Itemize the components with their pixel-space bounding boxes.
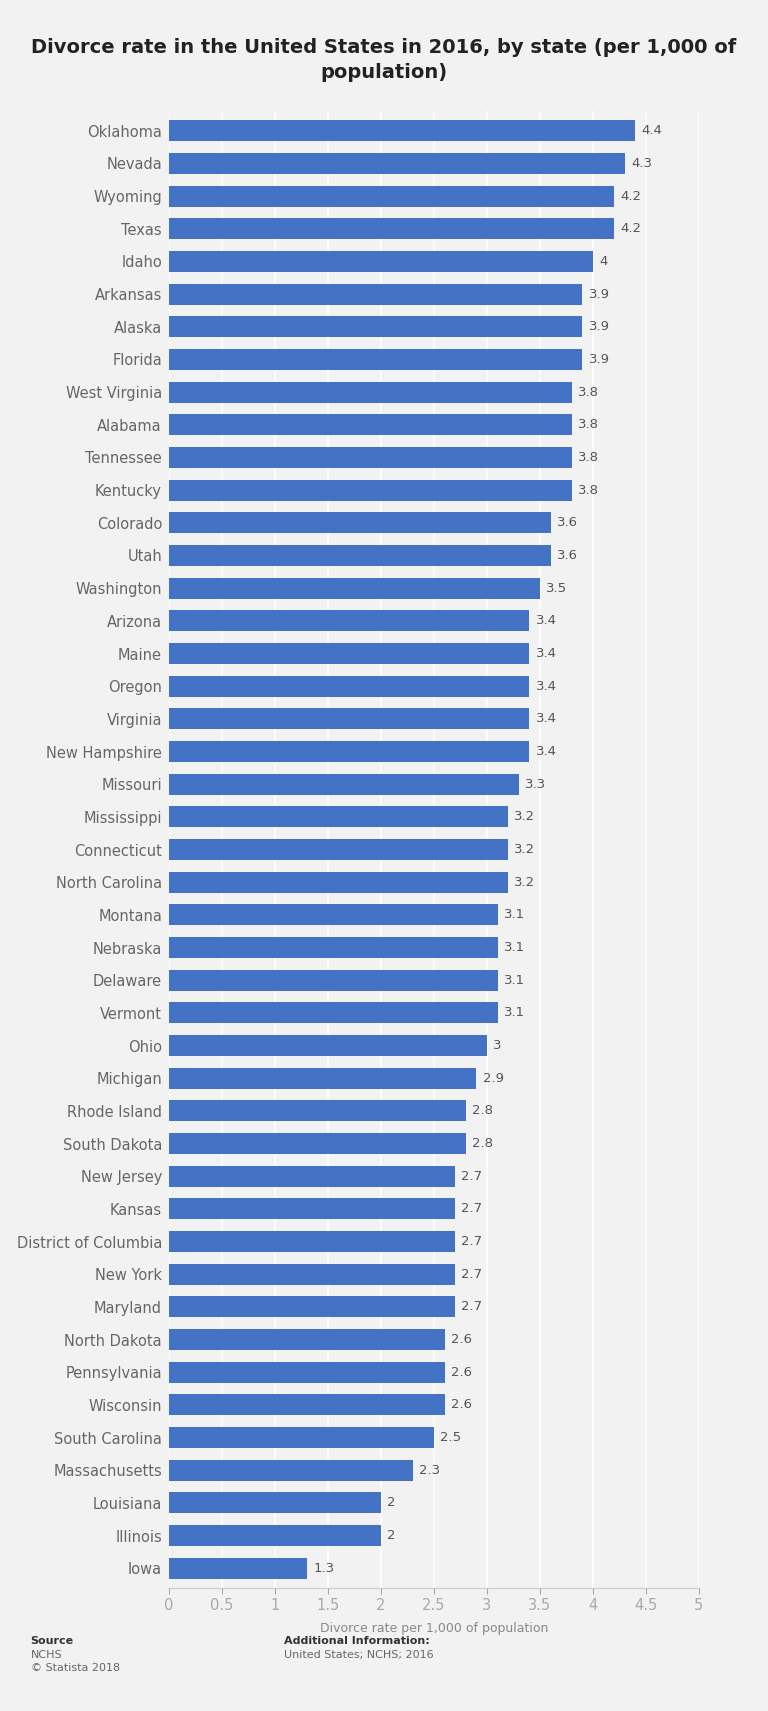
Text: 3.3: 3.3 <box>525 779 546 790</box>
Text: 4: 4 <box>599 255 607 269</box>
Text: 2.8: 2.8 <box>472 1104 493 1117</box>
Text: 2.6: 2.6 <box>451 1365 472 1379</box>
Bar <box>169 1394 445 1415</box>
Bar <box>169 741 529 761</box>
Text: 2.6: 2.6 <box>451 1333 472 1347</box>
Text: 3.4: 3.4 <box>535 712 557 725</box>
Text: 3.4: 3.4 <box>535 679 557 693</box>
Text: 3.9: 3.9 <box>588 320 610 334</box>
Text: 2.3: 2.3 <box>419 1463 440 1477</box>
Bar <box>169 1003 498 1023</box>
Bar <box>169 1264 455 1285</box>
Text: 3.1: 3.1 <box>504 974 525 987</box>
Bar <box>169 1525 381 1547</box>
Bar <box>169 317 582 337</box>
Text: 4.3: 4.3 <box>631 157 652 169</box>
Text: 3.4: 3.4 <box>535 647 557 660</box>
Bar <box>169 284 582 305</box>
Text: 4.2: 4.2 <box>621 190 641 202</box>
Text: Divorce rate in the United States in 2016, by state (per 1,000 of
population): Divorce rate in the United States in 201… <box>31 38 737 82</box>
Text: 3.2: 3.2 <box>515 876 535 888</box>
Text: 2.7: 2.7 <box>462 1235 482 1247</box>
Bar <box>169 578 540 599</box>
Text: NCHS: NCHS <box>31 1649 62 1660</box>
Text: 3.1: 3.1 <box>504 941 525 955</box>
Bar <box>169 1198 455 1220</box>
Text: 2.7: 2.7 <box>462 1268 482 1282</box>
Bar <box>169 252 593 272</box>
Bar <box>169 544 551 566</box>
Text: 3.9: 3.9 <box>588 352 610 366</box>
Text: 3.6: 3.6 <box>557 517 578 529</box>
Text: 2.7: 2.7 <box>462 1170 482 1182</box>
Bar <box>169 871 508 893</box>
Bar <box>169 1427 434 1448</box>
Text: United States; NCHS; 2016: United States; NCHS; 2016 <box>284 1649 434 1660</box>
Bar <box>169 1165 455 1187</box>
Bar <box>169 1329 445 1350</box>
Bar <box>169 1035 487 1056</box>
Bar <box>169 1492 381 1514</box>
Bar <box>169 447 571 469</box>
Text: 3.8: 3.8 <box>578 484 599 496</box>
Text: Additional Information:: Additional Information: <box>284 1636 430 1646</box>
Text: 2: 2 <box>387 1530 396 1542</box>
Bar <box>169 1133 465 1155</box>
Text: 3.8: 3.8 <box>578 452 599 464</box>
Text: Source: Source <box>31 1636 74 1646</box>
Bar <box>169 1297 455 1317</box>
Bar <box>169 1230 455 1252</box>
Bar <box>169 773 518 796</box>
Bar <box>169 1068 476 1088</box>
Bar <box>169 152 624 175</box>
Text: 3.6: 3.6 <box>557 549 578 561</box>
Bar <box>169 1459 412 1480</box>
Text: 2.9: 2.9 <box>482 1071 504 1085</box>
Text: 3.5: 3.5 <box>546 582 568 595</box>
Text: 3.8: 3.8 <box>578 385 599 399</box>
Text: 3.1: 3.1 <box>504 909 525 921</box>
Bar <box>169 970 498 991</box>
Text: 2: 2 <box>387 1497 396 1509</box>
Text: © Statista 2018: © Statista 2018 <box>31 1663 120 1673</box>
Bar <box>169 903 498 926</box>
Bar <box>169 708 529 729</box>
Bar <box>169 120 635 142</box>
Text: 3.2: 3.2 <box>515 811 535 823</box>
Text: 3.4: 3.4 <box>535 614 557 628</box>
Text: 2.7: 2.7 <box>462 1300 482 1314</box>
Bar <box>169 676 529 696</box>
Bar <box>169 611 529 631</box>
Bar <box>169 512 551 534</box>
Bar <box>169 838 508 861</box>
Bar <box>169 1362 445 1382</box>
Text: 2.6: 2.6 <box>451 1398 472 1412</box>
Text: 2.8: 2.8 <box>472 1138 493 1150</box>
Text: 2.5: 2.5 <box>440 1430 462 1444</box>
X-axis label: Divorce rate per 1,000 of population: Divorce rate per 1,000 of population <box>319 1622 548 1634</box>
Text: 2.7: 2.7 <box>462 1203 482 1215</box>
Text: 3: 3 <box>493 1039 502 1052</box>
Bar <box>169 479 571 501</box>
Text: 3.1: 3.1 <box>504 1006 525 1020</box>
Bar <box>169 219 614 240</box>
Text: 3.9: 3.9 <box>588 287 610 301</box>
Text: 1.3: 1.3 <box>313 1562 334 1574</box>
Bar <box>169 1557 306 1579</box>
Bar <box>169 349 582 370</box>
Bar <box>169 938 498 958</box>
Bar <box>169 1100 465 1121</box>
Bar <box>169 806 508 828</box>
Bar <box>169 643 529 664</box>
Bar <box>169 414 571 435</box>
Text: 4.4: 4.4 <box>641 125 663 137</box>
Text: 4.2: 4.2 <box>621 222 641 236</box>
Text: 3.2: 3.2 <box>515 844 535 856</box>
Bar <box>169 185 614 207</box>
Text: 3.8: 3.8 <box>578 417 599 431</box>
Text: 3.4: 3.4 <box>535 744 557 758</box>
Bar <box>169 382 571 402</box>
